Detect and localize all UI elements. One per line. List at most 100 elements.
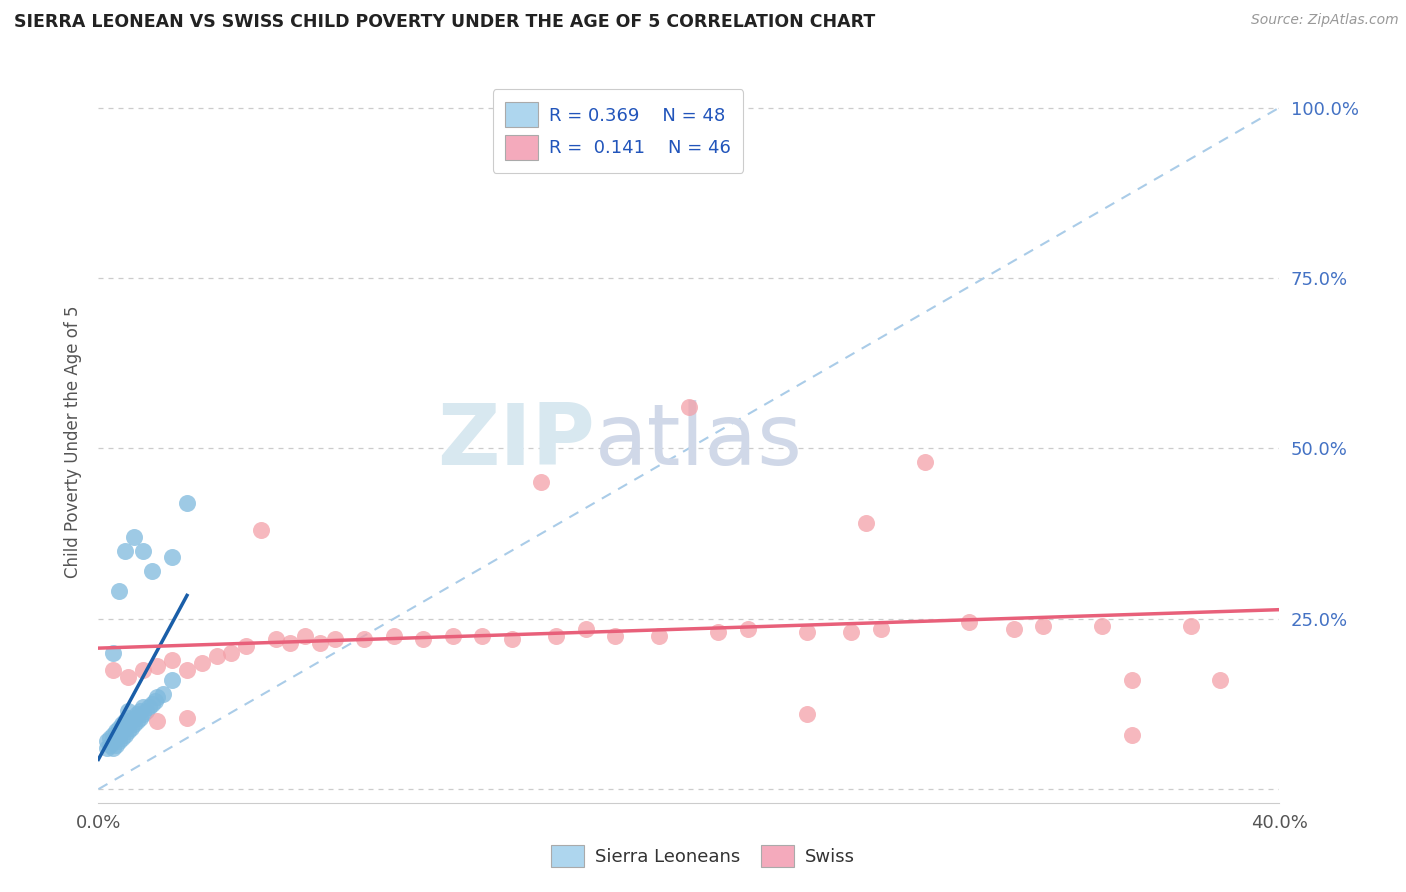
Point [146, 659, 169, 673]
Point [128, 710, 150, 724]
Legend: R = 0.369    N = 48, R =  0.141    N = 46: R = 0.369 N = 48, R = 0.141 N = 46 [494, 89, 744, 173]
Point [280, 635, 302, 649]
Point [870, 622, 893, 636]
Point [120, 714, 142, 728]
Point [108, 728, 131, 742]
Legend: Sierra Leoneans, Swiss: Sierra Leoneans, Swiss [544, 838, 862, 874]
Point [796, 707, 818, 722]
Point [103, 728, 125, 742]
Point [205, 649, 228, 664]
Point [648, 629, 671, 643]
Point [841, 625, 863, 640]
Point [111, 724, 134, 739]
Point [122, 710, 145, 724]
Point [117, 710, 139, 724]
Point [1002, 622, 1025, 636]
Point [108, 584, 131, 599]
Point [108, 734, 131, 748]
Point [135, 704, 157, 718]
Point [1180, 618, 1202, 632]
Point [796, 625, 818, 640]
Point [117, 717, 139, 731]
Point [138, 700, 160, 714]
Point [176, 496, 198, 510]
Point [114, 543, 136, 558]
Point [1121, 728, 1143, 742]
Point [678, 401, 700, 415]
Point [117, 724, 139, 739]
Point [125, 707, 148, 722]
Point [309, 635, 332, 649]
Point [143, 693, 166, 707]
Point [105, 738, 128, 752]
Point [1209, 673, 1232, 687]
Point [294, 629, 316, 643]
Point [111, 731, 134, 745]
Point [250, 523, 273, 537]
Point [108, 721, 131, 735]
Point [98, 738, 121, 752]
Point [162, 653, 183, 667]
Point [117, 670, 139, 684]
Text: atlas: atlas [595, 400, 803, 483]
Point [162, 550, 183, 565]
Point [128, 704, 150, 718]
Point [103, 646, 125, 660]
Point [132, 663, 155, 677]
Point [235, 639, 257, 653]
Point [125, 714, 148, 728]
Point [1091, 618, 1114, 632]
Point [605, 629, 627, 643]
Point [105, 724, 128, 739]
Point [914, 455, 936, 469]
Point [1121, 673, 1143, 687]
Point [111, 717, 134, 731]
Point [855, 516, 877, 531]
Point [141, 697, 163, 711]
Point [114, 728, 136, 742]
Point [353, 632, 375, 647]
Point [114, 721, 136, 735]
Point [105, 731, 128, 745]
Point [132, 543, 155, 558]
Point [152, 687, 174, 701]
Point [98, 731, 121, 745]
Point [471, 629, 494, 643]
Point [264, 632, 287, 647]
Point [191, 656, 214, 670]
Point [530, 475, 553, 490]
Point [103, 734, 125, 748]
Point [141, 564, 163, 578]
Point [221, 646, 243, 660]
Point [959, 615, 981, 630]
Point [96, 741, 118, 756]
Point [441, 629, 464, 643]
Point [382, 629, 405, 643]
Point [575, 622, 598, 636]
Point [122, 717, 145, 731]
Point [146, 690, 169, 705]
Point [707, 625, 730, 640]
Text: ZIP: ZIP [437, 400, 595, 483]
Point [117, 704, 139, 718]
Text: Source: ZipAtlas.com: Source: ZipAtlas.com [1251, 13, 1399, 28]
Point [501, 632, 523, 647]
Point [103, 663, 125, 677]
Point [176, 663, 198, 677]
Point [412, 632, 434, 647]
Text: SIERRA LEONEAN VS SWISS CHILD POVERTY UNDER THE AGE OF 5 CORRELATION CHART: SIERRA LEONEAN VS SWISS CHILD POVERTY UN… [14, 13, 876, 31]
Point [132, 700, 155, 714]
Point [323, 632, 346, 647]
Point [96, 734, 118, 748]
Point [114, 714, 136, 728]
Point [176, 710, 198, 724]
Point [737, 622, 759, 636]
Point [146, 714, 169, 728]
Y-axis label: Child Poverty Under the Age of 5: Child Poverty Under the Age of 5 [63, 305, 82, 578]
Point [122, 530, 145, 544]
Point [120, 721, 142, 735]
Point [162, 673, 183, 687]
Point [103, 741, 125, 756]
Point [546, 629, 568, 643]
Point [1032, 618, 1054, 632]
